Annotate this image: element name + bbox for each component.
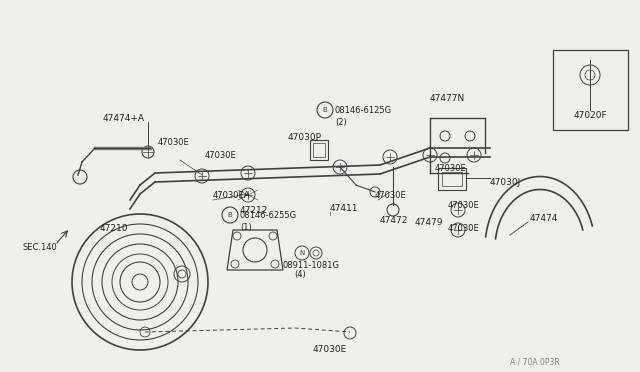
Text: 47030E: 47030E xyxy=(435,164,467,173)
Text: 47411: 47411 xyxy=(330,203,358,212)
Text: 47030E: 47030E xyxy=(158,138,189,147)
Text: 47210: 47210 xyxy=(100,224,129,232)
Bar xyxy=(310,140,328,160)
Text: 47472: 47472 xyxy=(380,215,408,224)
Text: SEC.140: SEC.140 xyxy=(22,244,57,253)
Text: 47030E: 47030E xyxy=(375,190,407,199)
Text: B: B xyxy=(323,107,328,113)
Bar xyxy=(438,168,466,190)
Text: 47030EA: 47030EA xyxy=(213,190,250,199)
Text: 08146-6255G: 08146-6255G xyxy=(240,211,297,219)
Text: B: B xyxy=(228,212,232,218)
Text: 47030E: 47030E xyxy=(313,344,347,353)
Text: (4): (4) xyxy=(294,269,306,279)
Text: 47474: 47474 xyxy=(530,214,558,222)
Text: 47477N: 47477N xyxy=(430,93,465,103)
Text: 08146-6125G: 08146-6125G xyxy=(335,106,392,115)
Text: 47030E: 47030E xyxy=(205,151,237,160)
Bar xyxy=(313,143,325,157)
Text: 08911-1081G: 08911-1081G xyxy=(283,260,340,269)
Text: (2): (2) xyxy=(335,118,347,126)
Bar xyxy=(442,172,462,186)
Text: 47030P: 47030P xyxy=(288,132,322,141)
Bar xyxy=(553,50,628,130)
Text: 47212: 47212 xyxy=(240,205,268,215)
Text: A / 70A 0P3R: A / 70A 0P3R xyxy=(510,357,560,366)
Text: 47030E: 47030E xyxy=(448,201,480,209)
Text: (1): (1) xyxy=(240,222,252,231)
Text: 47030E: 47030E xyxy=(448,224,480,232)
Text: 47030J: 47030J xyxy=(490,177,521,186)
Text: 47479: 47479 xyxy=(415,218,444,227)
Text: N: N xyxy=(300,250,305,256)
Text: 47474+A: 47474+A xyxy=(103,113,145,122)
Text: 47020F: 47020F xyxy=(573,110,607,119)
